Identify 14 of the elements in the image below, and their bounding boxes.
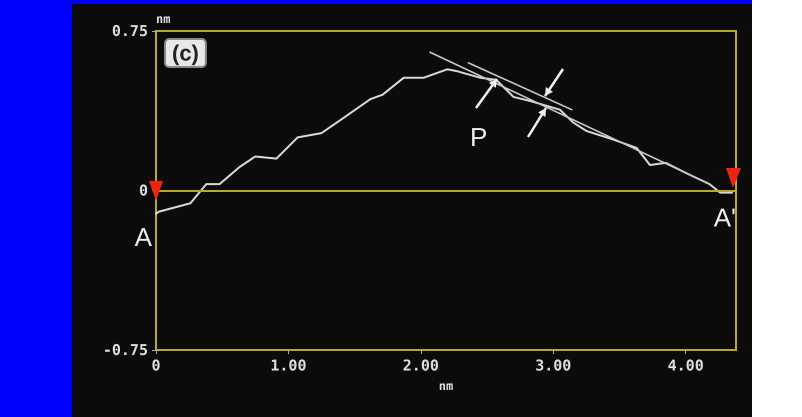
x-tick-label: 3.00 [535, 356, 572, 374]
x-tick-label: 2.00 [402, 356, 439, 374]
annotation: (c) [172, 40, 199, 66]
x-tick-label: 0 [151, 356, 161, 374]
x-tick-label: 1.00 [270, 356, 306, 374]
annotation: P [470, 122, 488, 152]
y-tick-label: 0 [138, 182, 148, 200]
x-axis-title: nm [438, 379, 454, 393]
y-tick-label: 0.75 [112, 22, 148, 40]
y-axis-title: nm [156, 12, 170, 26]
y-tick-label: -0.75 [102, 341, 148, 359]
annotation: A' [714, 202, 736, 232]
x-tick-label: 4.00 [668, 356, 704, 374]
annotation: A [134, 222, 153, 252]
